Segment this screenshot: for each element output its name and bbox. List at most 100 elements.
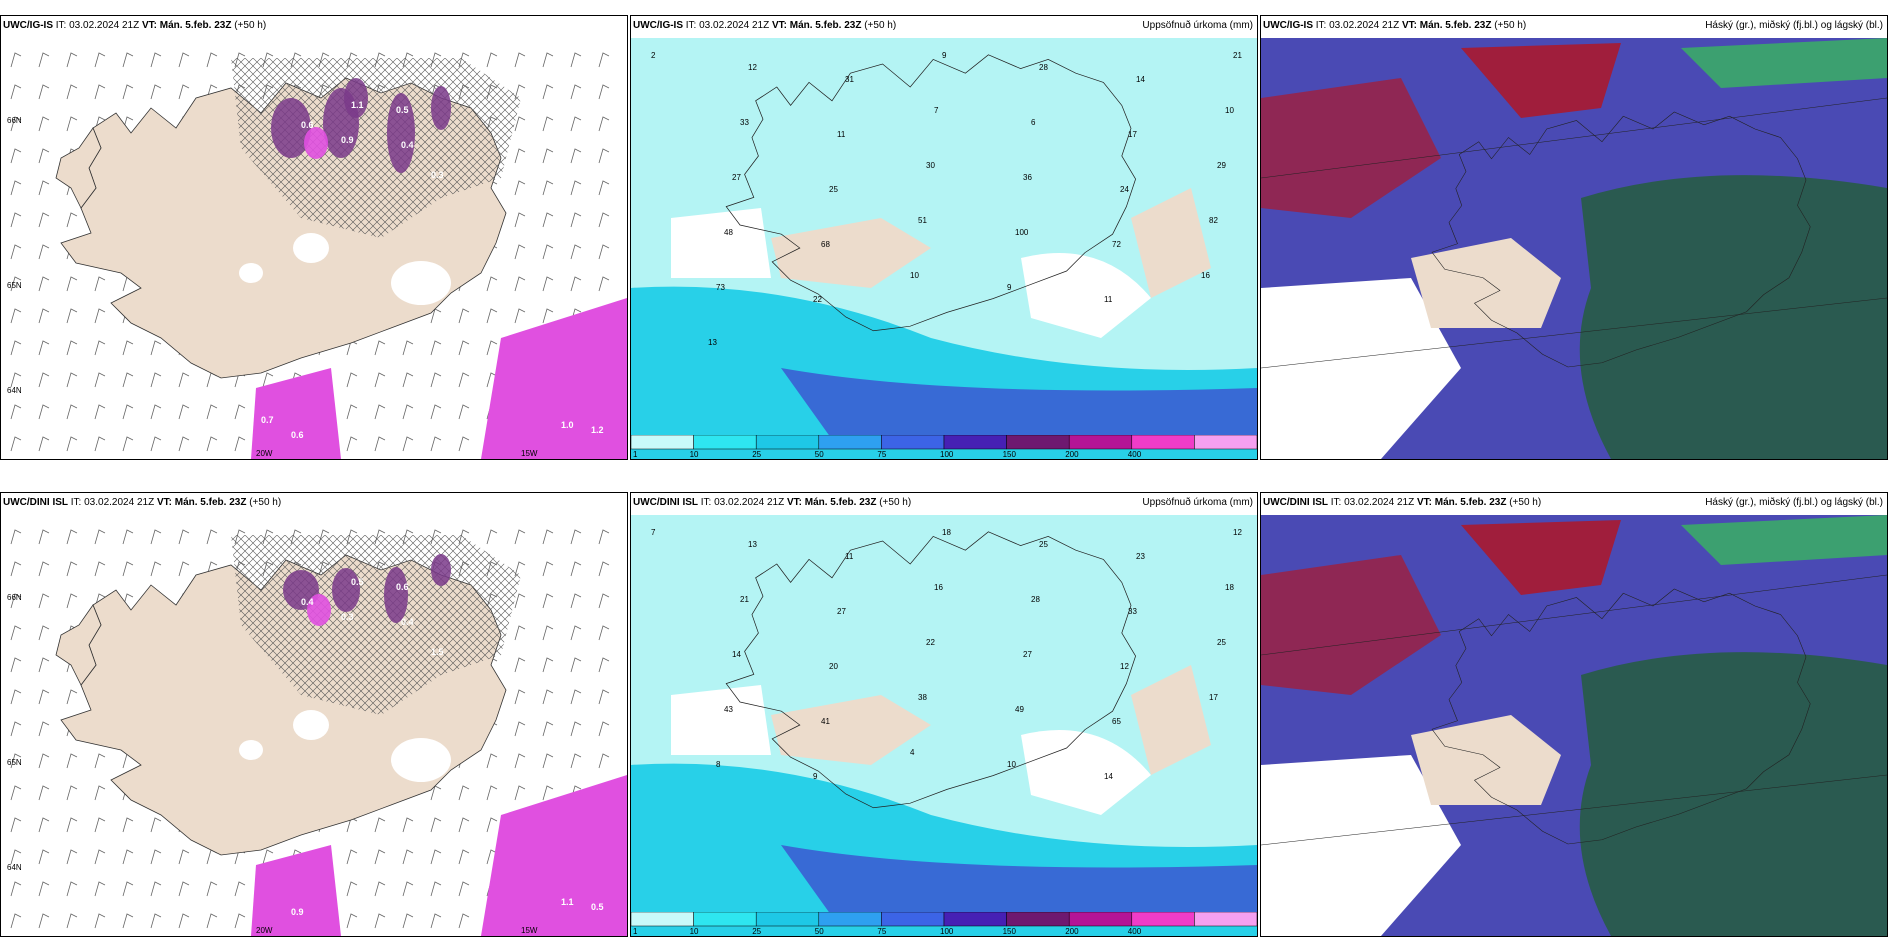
legend-tick-label: 200 (1065, 927, 1079, 936)
precip-value-label: 1.5 (431, 647, 444, 657)
legend-tick-label: 100 (940, 450, 954, 459)
legend-swatch (943, 912, 1007, 927)
legend-swatch (693, 435, 757, 450)
panel-dini-precip-type: UWC/DINI ISL IT: 03.02.2024 21Z VT: Mán.… (0, 492, 628, 937)
precip-amount-label: 10 (910, 271, 919, 280)
legend-swatch (881, 912, 945, 927)
precip-amount-label: 72 (1112, 240, 1121, 249)
legend-swatch (1194, 435, 1257, 450)
precip-amount-label: 33 (740, 118, 749, 127)
precip-amount-label: 41 (821, 717, 830, 726)
precip-amount-label: 25 (829, 185, 838, 194)
precip-amount-label: 7 (934, 106, 939, 115)
legend-swatch (693, 912, 757, 927)
precip-legend: 1 10 25 50 75 100 150 200 400 (631, 435, 1257, 459)
precip-amount-label: 28 (1031, 595, 1040, 604)
map-dini-accum-precip: 7131118252312212716283318142022271225434… (631, 515, 1257, 936)
precip-amount-label: 16 (1201, 271, 1210, 280)
panel-igis-precip-type: UWC/IG-IS IT: 03.02.2024 21Z VT: Mán. 5.… (0, 15, 628, 460)
precip-amount-label: 14 (1104, 772, 1113, 781)
precip-amount-label: 14 (732, 650, 741, 659)
legend-swatch (755, 435, 820, 450)
legend-swatch (1131, 435, 1195, 450)
precip-value-label: 1.1 (351, 100, 364, 110)
precip-amount-label: 7 (651, 528, 656, 537)
precip-amount-label: 27 (1023, 650, 1032, 659)
precip-amount-label: 18 (1225, 583, 1234, 592)
precip-value-label: 0.7 (261, 415, 274, 425)
legend-tick-label: 150 (1003, 450, 1017, 459)
panel-igis-clouds: UWC/IG-IS IT: 03.02.2024 21Z VT: Mán. 5.… (1260, 15, 1888, 460)
panel-dini-clouds: UWC/DINI ISL IT: 03.02.2024 21Z VT: Mán.… (1260, 492, 1888, 937)
axis-label: 64N (7, 863, 22, 872)
panel-subtitle: Uppsöfnuð úrkoma (mm) (1142, 497, 1253, 508)
legend-swatch (1068, 912, 1133, 927)
precip-amount-label: 10 (1007, 760, 1016, 769)
precip-amount-label: 16 (934, 583, 943, 592)
legend-swatch (943, 435, 1007, 450)
precip-amount-label: 23 (1136, 552, 1145, 561)
precip-value-label: 0.3 (431, 170, 444, 180)
panel-title: UWC/IG-IS IT: 03.02.2024 21Z VT: Mán. 5.… (1263, 20, 1527, 31)
legend-tick-label: 1 (633, 927, 638, 936)
axis-label: 15W (521, 449, 538, 458)
precip-amount-label: 36 (1023, 173, 1032, 182)
panel-dini-accum-precip: UWC/DINI ISL IT: 03.02.2024 21Z VT: Mán.… (630, 492, 1258, 937)
legend-tick-label: 50 (815, 450, 824, 459)
precip-amount-label: 49 (1015, 705, 1024, 714)
precip-amount-label: 22 (926, 638, 935, 647)
legend-tick-label: 25 (752, 927, 761, 936)
panel-title: UWC/DINI ISL IT: 03.02.2024 21Z VT: Mán.… (1263, 497, 1542, 508)
legend-swatch (1131, 912, 1195, 927)
precip-amount-label: 51 (918, 216, 927, 225)
precip-value-label: 0.4 (301, 597, 314, 607)
legend-tick-label: 25 (752, 450, 761, 459)
panel-subtitle: Háský (gr.), miðský (fj.bl.) og lágský (… (1705, 497, 1883, 508)
legend-swatch (818, 435, 882, 450)
precip-amount-label: 13 (748, 540, 757, 549)
precip-amount-label: 25 (1217, 638, 1226, 647)
precip-amount-label: 8 (716, 760, 721, 769)
precip-legend: 1 10 25 50 75 100 150 200 400 (631, 912, 1257, 936)
precip-value-label: 0.9 (341, 135, 354, 145)
legend-swatch (881, 435, 945, 450)
precip-value-label: 0.3 (341, 612, 354, 622)
precip-amount-label: 27 (732, 173, 741, 182)
legend-tick-label: 200 (1065, 450, 1079, 459)
precip-amount-label: 4 (910, 748, 915, 757)
panel-igis-accum-precip: UWC/IG-IS IT: 03.02.2024 21Z VT: Mán. 5.… (630, 15, 1258, 460)
precip-amount-label: 18 (942, 528, 951, 537)
precip-amount-label: 28 (1039, 63, 1048, 72)
precip-amount-label: 9 (942, 51, 947, 60)
legend-tick-label: 150 (1003, 927, 1017, 936)
panel-title: UWC/IG-IS IT: 03.02.2024 21Z VT: Mán. 5.… (3, 20, 267, 31)
precip-amount-label: 73 (716, 283, 725, 292)
legend-tick-label: 400 (1128, 927, 1142, 936)
precip-amount-label: 31 (845, 75, 854, 84)
precip-value-label: 1.2 (591, 425, 604, 435)
legend-tick-label: 400 (1128, 450, 1142, 459)
precip-amount-label: 10 (1225, 106, 1234, 115)
legend-tick-label: 50 (815, 927, 824, 936)
legend-swatch (631, 435, 694, 450)
precip-value-label: 0.6 (301, 120, 314, 130)
precip-amount-label: 100 (1015, 228, 1029, 237)
legend-swatch (1006, 435, 1070, 450)
axis-label: 64N (7, 386, 22, 395)
precip-amount-label: 33 (1128, 607, 1137, 616)
precip-amount-label: 12 (748, 63, 757, 72)
precip-amount-label: 17 (1209, 693, 1218, 702)
precip-value-label: 1.1 (561, 897, 574, 907)
panel-title: UWC/IG-IS IT: 03.02.2024 21Z VT: Mán. 5.… (633, 20, 897, 31)
precip-amount-label: 21 (740, 595, 749, 604)
panel-title: UWC/DINI ISL IT: 03.02.2024 21Z VT: Mán.… (3, 497, 282, 508)
legend-tick-label: 1 (633, 450, 638, 459)
precip-amount-label: 43 (724, 705, 733, 714)
precip-amount-label: 38 (918, 693, 927, 702)
legend-tick-label: 10 (690, 927, 699, 936)
precip-value-label: 0.6 (396, 582, 409, 592)
panel-subtitle: Uppsöfnuð úrkoma (mm) (1142, 20, 1253, 31)
precip-amount-label: 24 (1120, 185, 1129, 194)
axis-label: 20W (256, 926, 273, 935)
precip-amount-label: 2 (651, 51, 656, 60)
